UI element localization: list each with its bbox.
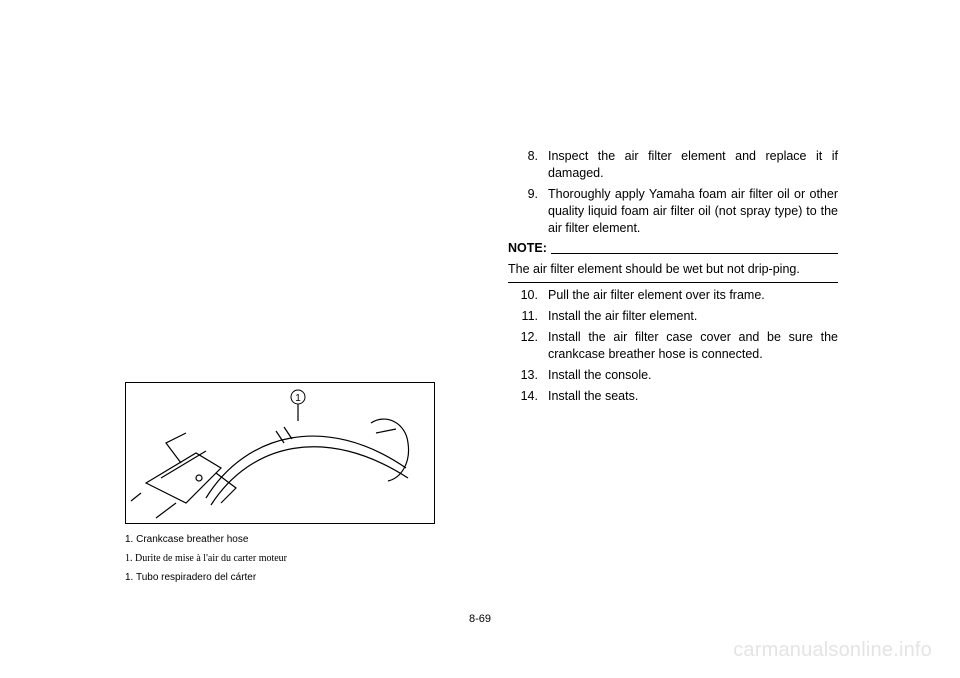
caption-text: Tubo respiradero del cárter — [136, 572, 256, 583]
caption-text: Crankcase breather hose — [136, 534, 248, 545]
note-block: NOTE: The air filter element should be w… — [508, 240, 838, 283]
left-column: 1 1. Crankcase breather hose 1. Durite d… — [125, 382, 445, 589]
caption-fr: 1. Durite de mise à l'air du carter mote… — [125, 551, 445, 567]
step-num: 10. — [508, 287, 548, 304]
step-14: 14. Install the seats. — [508, 388, 838, 405]
step-10: 10. Pull the air filter element over its… — [508, 287, 838, 304]
step-num: 14. — [508, 388, 548, 405]
step-13: 13. Install the console. — [508, 367, 838, 384]
step-text: Install the console. — [548, 367, 838, 384]
caption-en: 1. Crankcase breather hose — [125, 532, 445, 548]
step-text: Inspect the air filter element and repla… — [548, 148, 838, 182]
right-column: 8. Inspect the air filter element and re… — [508, 148, 838, 408]
figure-box: 1 — [125, 382, 435, 524]
watermark: carmanualsonline.info — [733, 639, 932, 662]
step-num: 13. — [508, 367, 548, 384]
step-num: 12. — [508, 329, 548, 363]
note-rule-top — [551, 253, 838, 254]
step-11: 11. Install the air filter element. — [508, 308, 838, 325]
caption-num: 1. — [125, 534, 133, 545]
step-num: 8. — [508, 148, 548, 182]
step-text: Pull the air filter element over its fra… — [548, 287, 838, 304]
caption-num: 1. — [125, 572, 133, 583]
page-number: 8-69 — [0, 613, 960, 625]
step-num: 9. — [508, 186, 548, 237]
svg-text:1: 1 — [295, 393, 301, 404]
step-9: 9. Thoroughly apply Yamaha foam air filt… — [508, 186, 838, 237]
step-num: 11. — [508, 308, 548, 325]
step-text: Install the seats. — [548, 388, 838, 405]
caption-text: Durite de mise à l'air du carter moteur — [135, 553, 287, 564]
step-text: Install the air filter element. — [548, 308, 838, 325]
manual-page: 1 1. Crankcase breather hose 1. Durite d… — [0, 0, 960, 678]
caption-es: 1. Tubo respiradero del cárter — [125, 570, 445, 586]
figure-captions: 1. Crankcase breather hose 1. Durite de … — [125, 532, 445, 586]
note-text: The air filter element should be wet but… — [508, 261, 838, 278]
callout-1: 1 — [291, 390, 305, 404]
note-rule-bottom — [508, 282, 838, 283]
step-text: Thoroughly apply Yamaha foam air filter … — [548, 186, 838, 237]
caption-num: 1. — [125, 553, 133, 564]
step-12: 12. Install the air filter case cover an… — [508, 329, 838, 363]
step-text: Install the air filter case cover and be… — [548, 329, 838, 363]
step-8: 8. Inspect the air filter element and re… — [508, 148, 838, 182]
note-label: NOTE: — [508, 240, 547, 257]
crankcase-hose-diagram: 1 — [126, 383, 434, 523]
